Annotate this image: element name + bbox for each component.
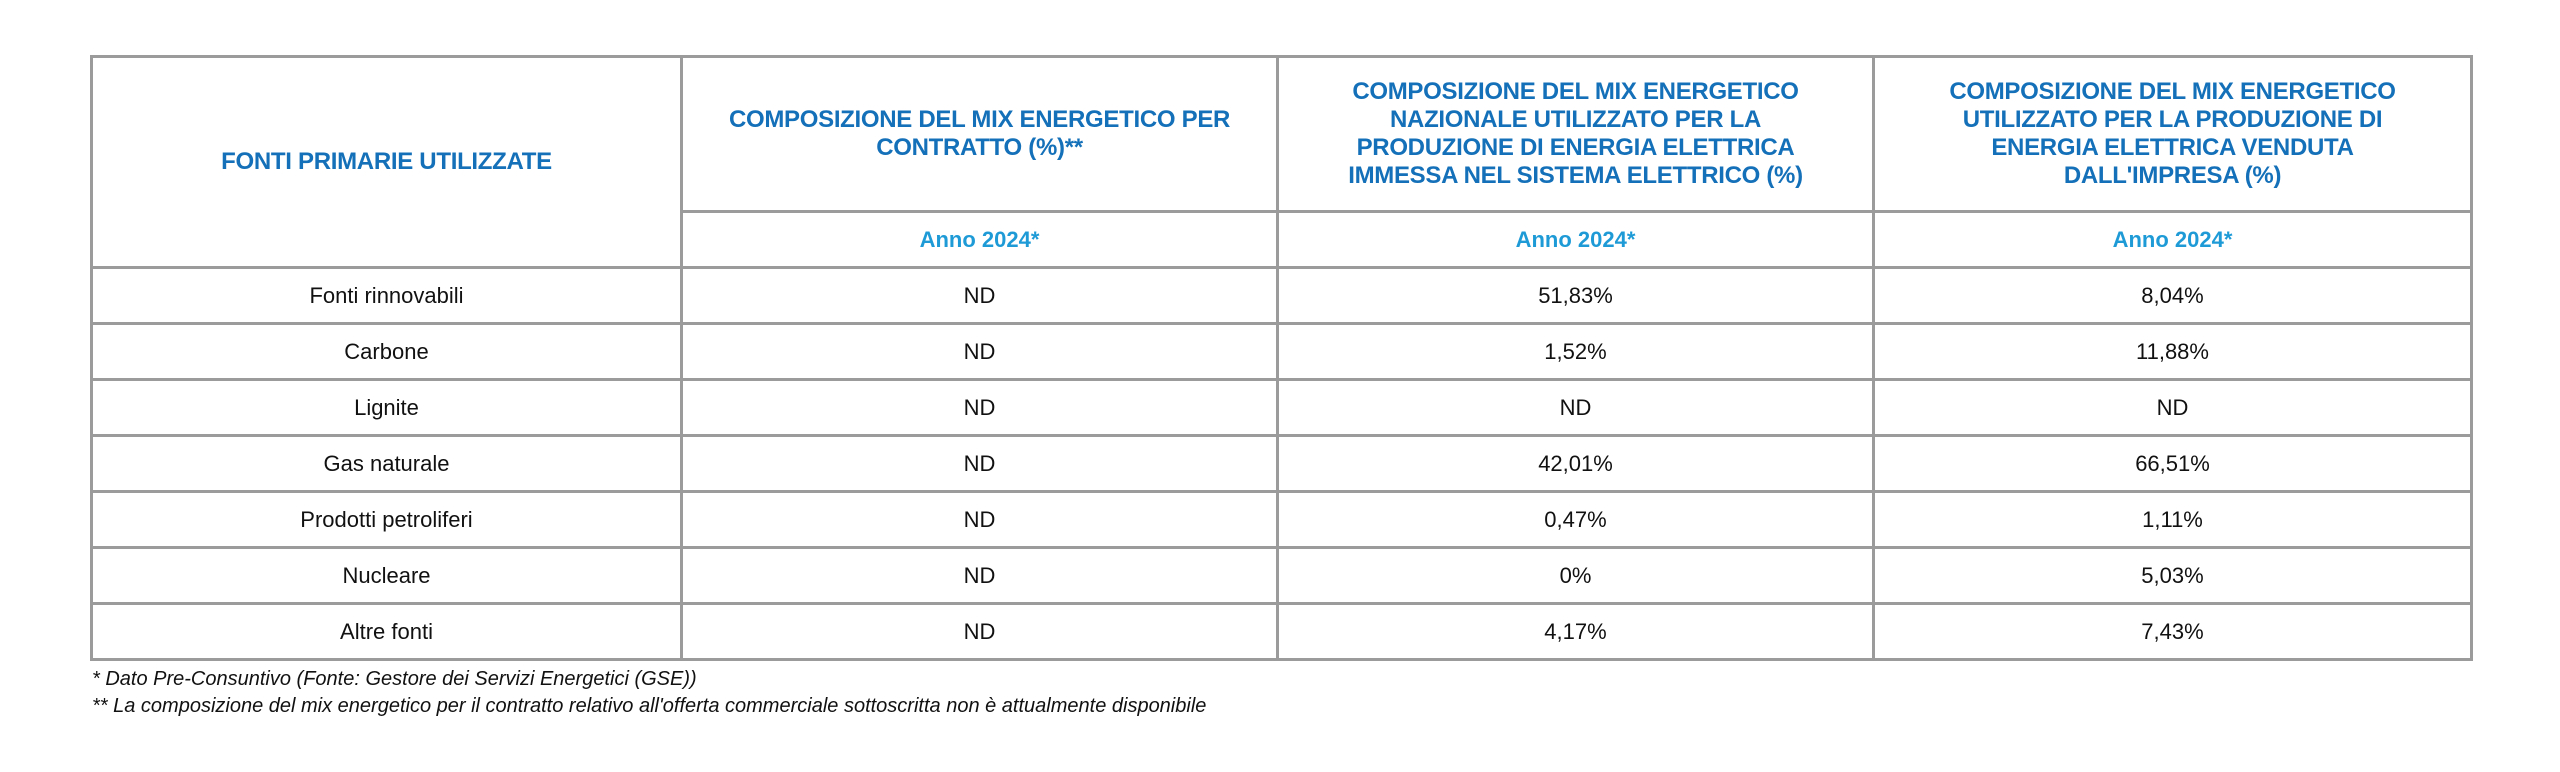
header-line: NAZIONALE UTILIZZATO PER LA: [1390, 106, 1761, 133]
header-line: IMMESSA NEL SISTEMA ELETTRICO (%): [1348, 162, 1803, 189]
header-line: COMPOSIZIONE DEL MIX ENERGETICO: [1352, 78, 1799, 105]
contratto-cell: ND: [680, 266, 1279, 325]
header-fonti-primarie: FONTI PRIMARIE UTILIZZATE: [90, 55, 683, 269]
header-row: FONTI PRIMARIE UTILIZZATE COMPOSIZIONE D…: [90, 55, 2473, 269]
header-mix-nazionale: COMPOSIZIONE DEL MIX ENERGETICO NAZIONAL…: [1276, 55, 1875, 213]
header-mix-contratto: COMPOSIZIONE DEL MIX ENERGETICO PER CONT…: [680, 55, 1279, 213]
contratto-cell: ND: [680, 602, 1279, 661]
impresa-cell: 66,51%: [1872, 434, 2473, 493]
table-row: Fonti rinnovabili ND 51,83% 8,04%: [90, 266, 2473, 325]
table-row: Prodotti petroliferi ND 0,47% 1,11%: [90, 490, 2473, 549]
header-mix-impresa: COMPOSIZIONE DEL MIX ENERGETICO UTILIZZA…: [1872, 55, 2473, 213]
source-cell: Fonti rinnovabili: [90, 266, 683, 325]
nazionale-cell: 51,83%: [1276, 266, 1875, 325]
nazionale-cell: 4,17%: [1276, 602, 1875, 661]
year-label-impresa: Anno 2024*: [1872, 210, 2473, 269]
contratto-cell: ND: [680, 434, 1279, 493]
source-cell: Lignite: [90, 378, 683, 437]
source-cell: Carbone: [90, 322, 683, 381]
table-row: Altre fonti ND 4,17% 7,43%: [90, 602, 2473, 661]
table-row: Nucleare ND 0% 5,03%: [90, 546, 2473, 605]
impresa-cell: 11,88%: [1872, 322, 2473, 381]
header-line: DALL'IMPRESA (%): [2063, 162, 2282, 189]
year-row: Anno 2024* Anno 2024* Anno 2024*: [92, 210, 2473, 269]
contratto-cell: ND: [680, 322, 1279, 381]
header-line: COMPOSIZIONE DEL MIX ENERGETICO PER: [728, 106, 1231, 133]
contratto-cell: ND: [680, 546, 1279, 605]
impresa-cell: ND: [1872, 378, 2473, 437]
nazionale-cell: 0%: [1276, 546, 1875, 605]
contratto-cell: ND: [680, 378, 1279, 437]
year-label-nazionale: Anno 2024*: [1276, 210, 1875, 269]
footnote-pre-consuntivo: * Dato Pre-Consuntivo (Fonte: Gestore de…: [92, 668, 697, 690]
nazionale-cell: 42,01%: [1276, 434, 1875, 493]
header-line: COMPOSIZIONE DEL MIX ENERGETICO: [1949, 78, 2396, 105]
impresa-cell: 5,03%: [1872, 546, 2473, 605]
header-line: UTILIZZATO PER LA PRODUZIONE DI: [1962, 106, 2383, 133]
source-cell: Altre fonti: [90, 602, 683, 661]
year-label-contratto: Anno 2024*: [680, 210, 1279, 269]
nazionale-cell: 0,47%: [1276, 490, 1875, 549]
impresa-cell: 8,04%: [1872, 266, 2473, 325]
header-line: PRODUZIONE DI ENERGIA ELETTRICA: [1356, 134, 1795, 161]
source-cell: Nucleare: [90, 546, 683, 605]
header-line: ENERGIA ELETTRICA VENDUTA: [1991, 134, 2354, 161]
source-cell: Prodotti petroliferi: [90, 490, 683, 549]
header-fonti-primarie-label: FONTI PRIMARIE UTILIZZATE: [221, 148, 552, 175]
footnote-contratto: ** La composizione del mix energetico pe…: [92, 695, 1207, 717]
nazionale-cell: ND: [1276, 378, 1875, 437]
header-line: CONTRATTO (%)**: [876, 134, 1083, 161]
impresa-cell: 7,43%: [1872, 602, 2473, 661]
impresa-cell: 1,11%: [1872, 490, 2473, 549]
table-row: Gas naturale ND 42,01% 66,51%: [90, 434, 2473, 493]
source-cell: Gas naturale: [90, 434, 683, 493]
footnotes: * Dato Pre-Consuntivo (Fonte: Gestore de…: [92, 666, 1206, 720]
table-row: Lignite ND ND ND: [90, 378, 2473, 437]
nazionale-cell: 1,52%: [1276, 322, 1875, 381]
table-row: Carbone ND 1,52% 11,88%: [90, 322, 2473, 381]
energy-mix-table: FONTI PRIMARIE UTILIZZATE COMPOSIZIONE D…: [90, 55, 2473, 661]
contratto-cell: ND: [680, 490, 1279, 549]
